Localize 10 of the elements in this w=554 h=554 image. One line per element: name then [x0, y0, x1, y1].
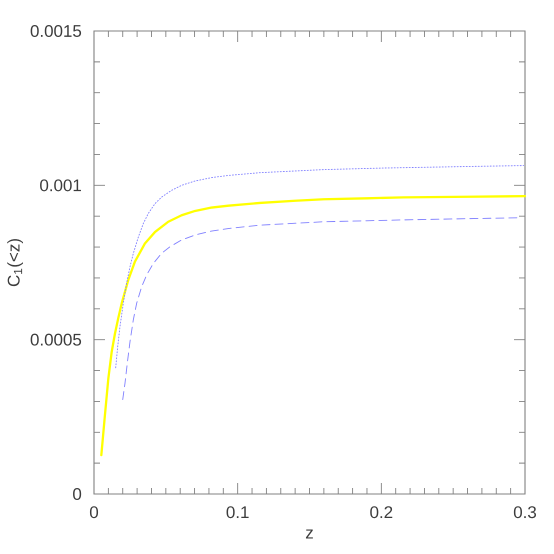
- x-tick-label: 0.2: [370, 506, 392, 518]
- y-tick-label: 0.0015: [30, 24, 82, 37]
- x-tick-label: 0.1: [226, 506, 249, 518]
- y-tick-label: 0: [73, 488, 82, 500]
- y-tick-label: 0.0005: [30, 334, 82, 346]
- y-tick-label: 0.001: [40, 179, 81, 192]
- x-axis-title: z: [306, 530, 313, 538]
- x-tick-label: 0: [90, 506, 98, 518]
- y-axis-title: C$_{1}$(<z): [7, 239, 24, 286]
- x-tick-label: 0.3: [514, 506, 536, 518]
